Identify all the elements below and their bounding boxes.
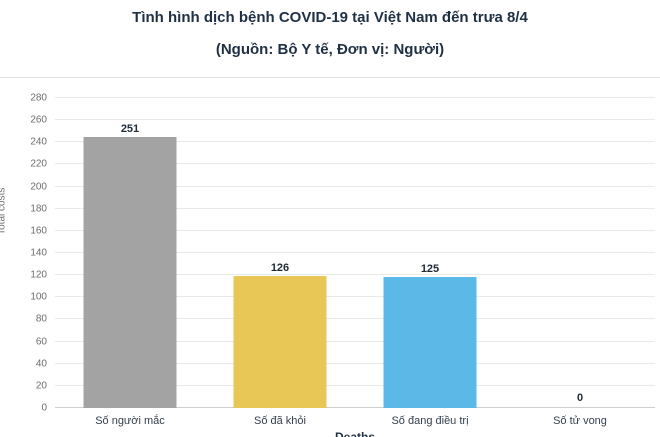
bar-1	[83, 137, 177, 408]
y-tick-label: 180	[30, 203, 47, 215]
category-slot: 251 Số người mắc	[55, 98, 205, 427]
bar-2	[233, 275, 327, 408]
y-tick-label: 60	[35, 336, 47, 348]
bar-value-label: 0	[576, 392, 584, 404]
bar-value-label: 251	[120, 123, 140, 136]
gridline	[55, 274, 655, 276]
y-tick-label: 100	[30, 291, 47, 303]
chart-subtitle: (Nguồn: Bộ Y tế, Đơn vị: Người)	[215, 41, 445, 58]
y-tick-label: 140	[30, 247, 47, 259]
chart-title: Tình hình dịch bệnh COVID-19 tại Việt Na…	[132, 9, 528, 26]
x-category-label: Số đã khỏi	[254, 415, 306, 427]
gridline	[55, 407, 655, 408]
y-tick-label: 220	[30, 158, 47, 170]
category-slot: 126 Số đã khỏi	[205, 98, 355, 427]
category-slot: 125 Số đang điều trị	[355, 98, 505, 427]
y-tick-label: 40	[35, 358, 47, 370]
y-tick-label: 240	[30, 136, 47, 148]
gridline	[55, 141, 655, 143]
header-divider	[0, 77, 660, 78]
x-axis-title-text: Deaths	[334, 430, 375, 437]
x-category-label: Số người mắc	[95, 415, 165, 427]
gridline	[55, 296, 655, 298]
x-axis-title: Deaths	[55, 430, 655, 437]
gridline	[55, 384, 655, 386]
y-tick-label: 120	[30, 269, 47, 281]
bar-value-label: 125	[420, 262, 440, 275]
bar-3	[383, 276, 477, 408]
gridline	[55, 229, 655, 231]
gridline	[55, 163, 655, 165]
x-category-label: Số tử vong	[553, 415, 607, 427]
gridline	[55, 318, 655, 320]
gridline	[55, 362, 655, 364]
y-tick-label: 260	[30, 114, 47, 126]
y-tick-label: 20	[35, 380, 47, 392]
gridline	[55, 185, 655, 187]
y-axis-title: Total costs	[0, 187, 8, 235]
y-tick-label: 160	[30, 225, 47, 237]
category-slot: 0 Số tử vong	[505, 98, 655, 427]
y-tick-label: 80	[35, 313, 47, 325]
gridline	[55, 340, 655, 342]
gridline	[55, 97, 655, 98]
bar-value-label: 126	[270, 261, 290, 274]
gridline	[55, 119, 655, 121]
y-tick-label: 0	[41, 402, 47, 414]
gridline	[55, 252, 655, 253]
plot-area: 0 20 40 60 80 100 120 140 160 180 200 220 240 260 280 2…	[30, 93, 655, 427]
gridline	[55, 207, 655, 209]
x-category-label: Số đang điều trị	[391, 415, 469, 427]
y-tick-label: 280	[30, 92, 47, 104]
chart-header: Tình hình dịch bệnh COVID-19 tại Việt Na…	[0, 0, 660, 58]
y-tick-label: 200	[30, 181, 47, 193]
